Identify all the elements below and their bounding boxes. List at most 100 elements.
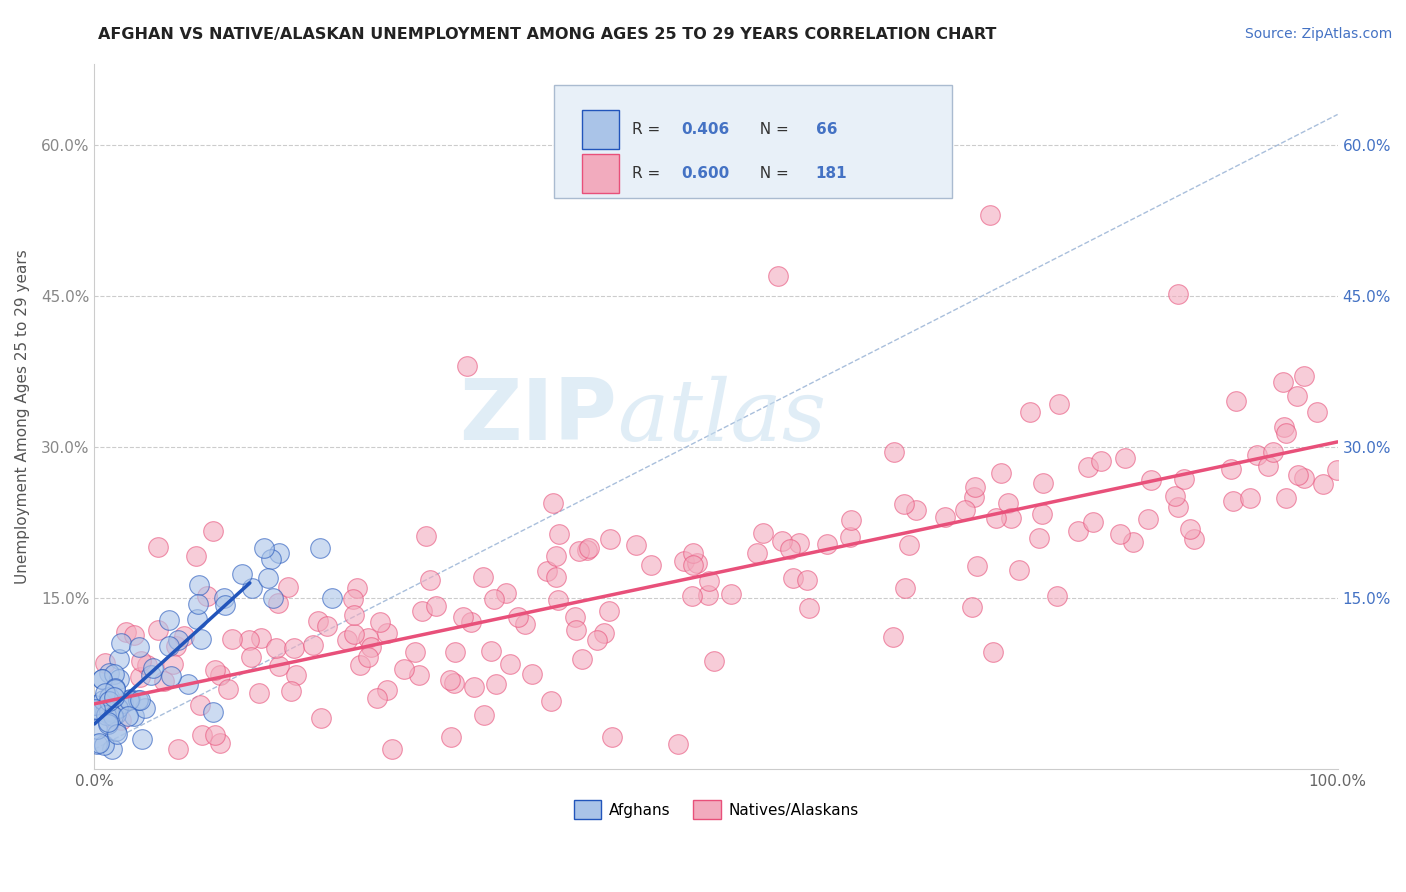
Point: [97, 701, 120, 715]
Point: [796, 573, 818, 587]
Point: [1122, 535, 1144, 549]
Point: [443, 676, 465, 690]
Text: ZIP: ZIP: [458, 376, 617, 458]
Point: [1274, 491, 1296, 506]
Point: [346, 581, 368, 595]
Point: [1090, 454, 1112, 468]
Point: [564, 609, 586, 624]
Point: [309, 711, 332, 725]
Point: [571, 652, 593, 666]
Point: [963, 480, 986, 494]
Point: [176, 677, 198, 691]
Point: [357, 650, 380, 665]
Point: [118, 692, 141, 706]
Point: [94, 705, 117, 719]
Point: [117, 708, 139, 723]
Point: [1306, 405, 1329, 419]
Point: [253, 541, 276, 555]
Point: [536, 564, 558, 578]
Point: [128, 640, 150, 655]
Point: [349, 658, 371, 673]
Point: [86, 722, 108, 736]
Point: [184, 549, 207, 564]
Point: [221, 632, 243, 646]
Text: R =: R =: [631, 166, 665, 181]
Point: [934, 510, 956, 524]
Point: [166, 633, 188, 648]
Point: [984, 510, 1007, 524]
Point: [97, 716, 120, 731]
Point: [110, 636, 132, 650]
Point: [186, 611, 208, 625]
Point: [90, 673, 112, 687]
Point: [84, 698, 107, 712]
Point: [1046, 590, 1069, 604]
Point: [190, 632, 212, 647]
Point: [124, 708, 146, 723]
Point: [343, 607, 366, 622]
Point: [105, 723, 128, 738]
Y-axis label: Unemployment Among Ages 25 to 29 years: Unemployment Among Ages 25 to 29 years: [15, 249, 30, 584]
Point: [104, 681, 127, 696]
Point: [105, 706, 128, 721]
Point: [231, 567, 253, 582]
Point: [277, 580, 299, 594]
Point: [1286, 467, 1309, 482]
Point: [484, 592, 506, 607]
Point: [93, 686, 115, 700]
Point: [425, 599, 447, 613]
Point: [456, 359, 478, 374]
Point: [267, 596, 290, 610]
Point: [499, 657, 522, 671]
Point: [963, 490, 986, 504]
Point: [256, 571, 278, 585]
Point: [139, 667, 162, 681]
Point: [966, 559, 988, 574]
Point: [568, 543, 591, 558]
Point: [460, 615, 482, 629]
Point: [301, 638, 323, 652]
Point: [981, 645, 1004, 659]
Point: [101, 741, 124, 756]
Point: [1292, 471, 1315, 485]
Point: [838, 530, 860, 544]
Point: [1047, 397, 1070, 411]
Point: [111, 696, 134, 710]
Point: [142, 660, 165, 674]
Point: [898, 538, 921, 552]
Text: 66: 66: [815, 122, 837, 137]
Text: N =: N =: [749, 166, 793, 181]
Point: [97, 690, 120, 704]
Point: [214, 598, 236, 612]
Point: [548, 527, 571, 541]
Point: [681, 589, 703, 603]
Point: [672, 554, 695, 568]
Point: [1257, 459, 1279, 474]
Point: [1225, 393, 1247, 408]
Point: [269, 658, 291, 673]
Point: [201, 524, 224, 538]
Point: [990, 467, 1012, 481]
Point: [782, 571, 804, 585]
Text: Source: ZipAtlas.com: Source: ZipAtlas.com: [1244, 27, 1392, 41]
Point: [578, 541, 600, 556]
Point: [703, 654, 725, 668]
Point: [1018, 405, 1040, 419]
Text: R =: R =: [631, 122, 665, 137]
Point: [90, 672, 112, 686]
Text: AFGHAN VS NATIVE/ALASKAN UNEMPLOYMENT AMONG AGES 25 TO 29 YEARS CORRELATION CHAR: AFGHAN VS NATIVE/ALASKAN UNEMPLOYMENT AM…: [98, 27, 997, 42]
Point: [696, 588, 718, 602]
Point: [600, 730, 623, 744]
Point: [94, 656, 117, 670]
Point: [997, 496, 1019, 510]
Point: [160, 668, 183, 682]
Text: N =: N =: [749, 122, 793, 137]
Point: [129, 654, 152, 668]
Point: [202, 705, 225, 719]
Point: [129, 670, 152, 684]
Point: [107, 652, 129, 666]
Point: [770, 533, 793, 548]
Point: [592, 626, 614, 640]
Text: 181: 181: [815, 166, 848, 181]
Point: [357, 631, 380, 645]
